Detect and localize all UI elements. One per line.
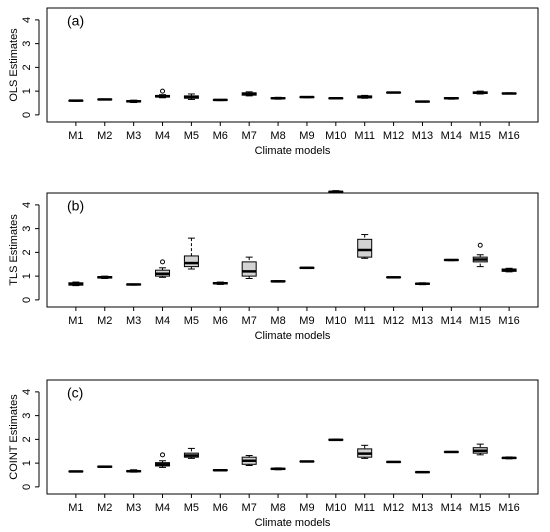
x-tick-label: M11 — [354, 130, 375, 142]
x-tick-label: M5 — [184, 130, 199, 142]
y-tick-label: 2 — [21, 436, 33, 442]
x-tick-label: M13 — [412, 502, 433, 514]
x-tick-label: M15 — [470, 502, 491, 514]
y-tick-label: 3 — [21, 41, 33, 47]
x-tick-label: M6 — [213, 502, 228, 514]
panel-label: (a) — [67, 13, 84, 29]
x-tick-label: M3 — [126, 502, 141, 514]
outlier — [160, 259, 166, 265]
y-tick-label: 4 — [21, 202, 33, 208]
x-tick-label: M14 — [441, 502, 462, 514]
x-tick-label: M6 — [213, 315, 228, 327]
panel: (c) COINT Estimates Climate models 0 1 2 3 4 M1 M… — [8, 379, 539, 529]
panel-label: (c) — [67, 385, 83, 401]
x-tick-label: M2 — [97, 315, 112, 327]
x-tick-label: M8 — [270, 315, 285, 327]
outlier — [160, 452, 166, 458]
y-tick-label: 2 — [21, 64, 33, 70]
x-tick-label: M10 — [325, 502, 346, 514]
x-tick-label: M14 — [441, 315, 462, 327]
x-tick-label: M10 — [325, 315, 346, 327]
y-tick-label: 0 — [21, 112, 33, 118]
plot-frame — [46, 379, 539, 495]
plot-frame — [46, 192, 539, 308]
x-tick-label: M6 — [213, 130, 228, 142]
x-tick-label: M12 — [383, 315, 404, 327]
x-tick-label: M13 — [412, 315, 433, 327]
x-tick-label: M10 — [325, 130, 346, 142]
y-tick-label: 3 — [21, 413, 33, 419]
y-axis-label: OLS Estimates — [8, 28, 20, 102]
x-tick-label: M9 — [299, 315, 314, 327]
x-tick-label: M9 — [299, 502, 314, 514]
x-tick-label: M11 — [354, 315, 375, 327]
x-tick-label: M7 — [242, 502, 257, 514]
x-tick-label: M4 — [155, 502, 170, 514]
y-axis-label: COINT Estimates — [8, 394, 20, 480]
y-tick-label: 2 — [21, 249, 33, 255]
y-tick-label: 1 — [21, 88, 33, 94]
x-tick-label: M3 — [126, 130, 141, 142]
x-tick-label: M7 — [242, 130, 257, 142]
plot-frame — [46, 7, 539, 123]
x-tick-label: M12 — [383, 130, 404, 142]
outlier — [477, 242, 483, 248]
x-tick-label: M1 — [68, 315, 83, 327]
x-axis-label: Climate models — [255, 330, 331, 342]
box — [183, 255, 199, 268]
x-tick-label: M8 — [270, 502, 285, 514]
y-tick-label: 4 — [21, 389, 33, 395]
y-tick-label: 1 — [21, 460, 33, 466]
y-tick-label: 3 — [21, 226, 33, 232]
x-tick-label: M14 — [441, 130, 462, 142]
x-tick-label: M9 — [299, 130, 314, 142]
x-tick-label: M5 — [184, 315, 199, 327]
x-tick-label: M4 — [155, 315, 170, 327]
x-tick-label: M2 — [97, 130, 112, 142]
panel: (b) TLS Estimates Climate models 0 1 2 3 4 M1 M2 M… — [8, 190, 539, 342]
x-tick-label: M4 — [155, 130, 170, 142]
y-tick-label: 0 — [21, 297, 33, 303]
x-tick-label: M12 — [383, 502, 404, 514]
x-tick-label: M1 — [68, 130, 83, 142]
box — [357, 238, 373, 258]
x-tick-label: M13 — [412, 130, 433, 142]
x-tick-label: M16 — [498, 502, 519, 514]
x-axis-label: Climate models — [255, 145, 331, 157]
x-tick-label: M5 — [184, 502, 199, 514]
y-tick-label: 0 — [21, 484, 33, 490]
x-tick-label: M11 — [354, 502, 375, 514]
y-axis-label: TLS Estimates — [8, 214, 20, 286]
x-tick-label: M3 — [126, 315, 141, 327]
outlier — [160, 88, 166, 94]
x-tick-label: M2 — [97, 502, 112, 514]
y-tick-label: 4 — [21, 17, 33, 23]
x-axis-label: Climate models — [255, 517, 331, 529]
x-tick-label: M15 — [470, 315, 491, 327]
panel-label: (b) — [67, 198, 84, 214]
x-tick-label: M16 — [498, 130, 519, 142]
x-tick-label: M15 — [470, 130, 491, 142]
box — [241, 261, 257, 277]
x-tick-label: M1 — [68, 502, 83, 514]
panel: (a) OLS Estimates Climate models 0 1 2 3 4 M1 M2 M… — [8, 7, 539, 157]
x-tick-label: M7 — [242, 315, 257, 327]
x-tick-label: M8 — [270, 130, 285, 142]
y-tick-label: 1 — [21, 273, 33, 279]
x-tick-label: M16 — [498, 315, 519, 327]
